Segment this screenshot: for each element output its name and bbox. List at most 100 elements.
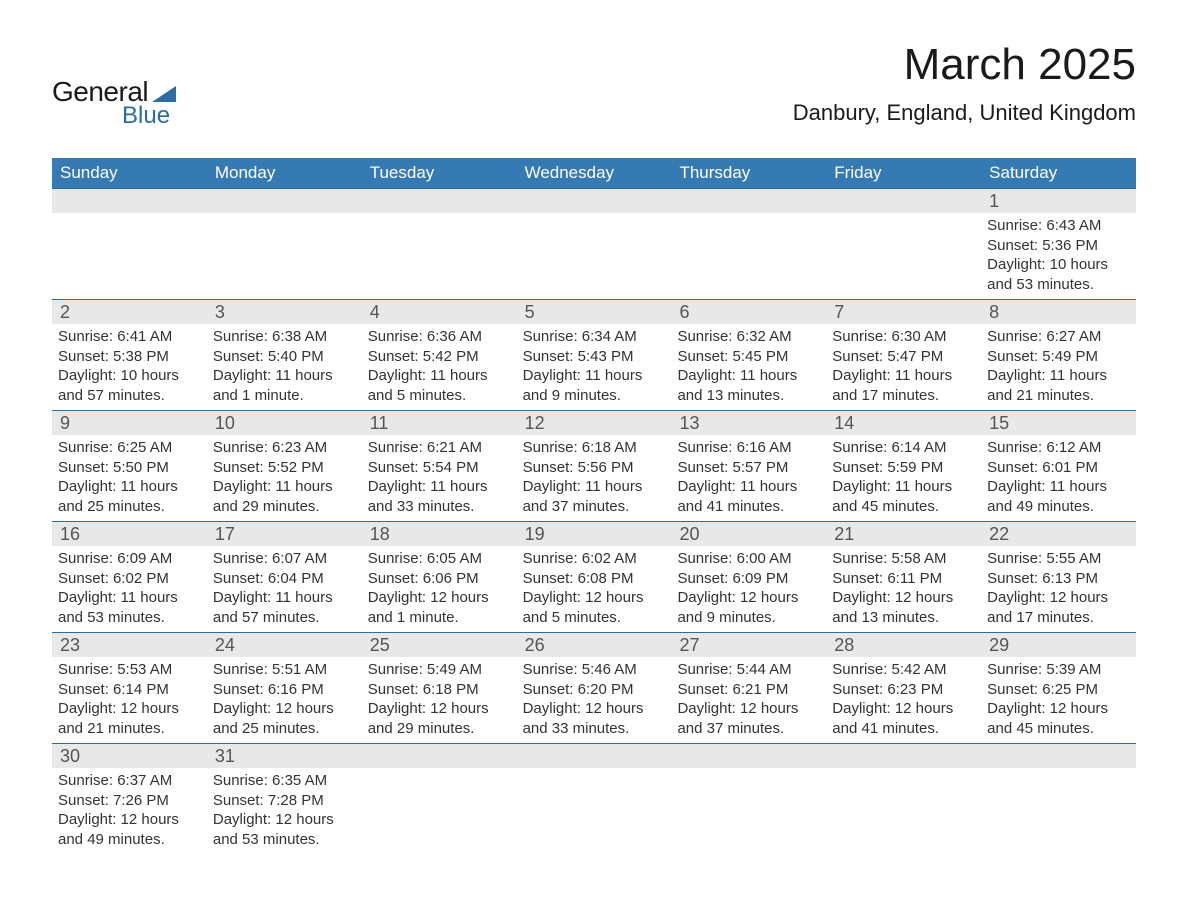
day-number: 10 [207, 411, 362, 435]
day-body [826, 768, 981, 850]
weekday-mon: Monday [207, 158, 362, 188]
day-body [826, 213, 981, 295]
day-cell: 3Sunrise: 6:38 AMSunset: 5:40 PMDaylight… [207, 300, 362, 410]
daylight-text: Daylight: 11 hours and 45 minutes. [832, 477, 975, 516]
day-number: 2 [52, 300, 207, 324]
daylight-text: Daylight: 11 hours and 9 minutes. [523, 366, 666, 405]
sunrise-text: Sunrise: 6:05 AM [368, 549, 511, 569]
day-body [671, 768, 826, 850]
day-cell [826, 744, 981, 854]
sunset-text: Sunset: 6:06 PM [368, 569, 511, 589]
sunrise-text: Sunrise: 6:14 AM [832, 438, 975, 458]
sunrise-text: Sunrise: 5:53 AM [58, 660, 201, 680]
day-cell: 15Sunrise: 6:12 AMSunset: 6:01 PMDayligh… [981, 411, 1136, 521]
day-body: Sunrise: 5:51 AMSunset: 6:16 PMDaylight:… [207, 657, 362, 743]
daylight-text: Daylight: 12 hours and 53 minutes. [213, 810, 356, 849]
day-cell: 8Sunrise: 6:27 AMSunset: 5:49 PMDaylight… [981, 300, 1136, 410]
header: General Blue March 2025 Danbury, England… [52, 40, 1136, 130]
day-number: 22 [981, 522, 1136, 546]
day-body: Sunrise: 6:12 AMSunset: 6:01 PMDaylight:… [981, 435, 1136, 521]
sunset-text: Sunset: 6:04 PM [213, 569, 356, 589]
sunset-text: Sunset: 6:21 PM [677, 680, 820, 700]
sunrise-text: Sunrise: 6:37 AM [58, 771, 201, 791]
day-number [671, 744, 826, 768]
weekday-sat: Saturday [981, 158, 1136, 188]
sunset-text: Sunset: 6:01 PM [987, 458, 1130, 478]
sunset-text: Sunset: 5:47 PM [832, 347, 975, 367]
day-number [207, 189, 362, 213]
day-number: 23 [52, 633, 207, 657]
sunset-text: Sunset: 5:57 PM [677, 458, 820, 478]
daylight-text: Daylight: 12 hours and 17 minutes. [987, 588, 1130, 627]
day-number: 16 [52, 522, 207, 546]
day-cell [207, 189, 362, 299]
sunrise-text: Sunrise: 5:51 AM [213, 660, 356, 680]
day-body: Sunrise: 6:14 AMSunset: 5:59 PMDaylight:… [826, 435, 981, 521]
day-body: Sunrise: 6:34 AMSunset: 5:43 PMDaylight:… [517, 324, 672, 410]
day-number: 8 [981, 300, 1136, 324]
day-number: 5 [517, 300, 672, 324]
day-number: 27 [671, 633, 826, 657]
daylight-text: Daylight: 11 hours and 57 minutes. [213, 588, 356, 627]
day-cell: 27Sunrise: 5:44 AMSunset: 6:21 PMDayligh… [671, 633, 826, 743]
day-number [517, 189, 672, 213]
day-cell: 24Sunrise: 5:51 AMSunset: 6:16 PMDayligh… [207, 633, 362, 743]
day-cell: 29Sunrise: 5:39 AMSunset: 6:25 PMDayligh… [981, 633, 1136, 743]
day-body: Sunrise: 5:53 AMSunset: 6:14 PMDaylight:… [52, 657, 207, 743]
day-cell [671, 189, 826, 299]
sunset-text: Sunset: 5:38 PM [58, 347, 201, 367]
day-cell: 4Sunrise: 6:36 AMSunset: 5:42 PMDaylight… [362, 300, 517, 410]
sunrise-text: Sunrise: 6:09 AM [58, 549, 201, 569]
week-row: 16Sunrise: 6:09 AMSunset: 6:02 PMDayligh… [52, 521, 1136, 632]
day-cell: 23Sunrise: 5:53 AMSunset: 6:14 PMDayligh… [52, 633, 207, 743]
sunrise-text: Sunrise: 6:02 AM [523, 549, 666, 569]
daylight-text: Daylight: 11 hours and 53 minutes. [58, 588, 201, 627]
day-cell: 21Sunrise: 5:58 AMSunset: 6:11 PMDayligh… [826, 522, 981, 632]
day-body [517, 768, 672, 850]
day-body: Sunrise: 6:09 AMSunset: 6:02 PMDaylight:… [52, 546, 207, 632]
daylight-text: Daylight: 12 hours and 21 minutes. [58, 699, 201, 738]
sunrise-text: Sunrise: 6:38 AM [213, 327, 356, 347]
daylight-text: Daylight: 12 hours and 5 minutes. [523, 588, 666, 627]
day-cell [671, 744, 826, 854]
day-number: 9 [52, 411, 207, 435]
sunset-text: Sunset: 7:26 PM [58, 791, 201, 811]
sunset-text: Sunset: 6:23 PM [832, 680, 975, 700]
daylight-text: Daylight: 12 hours and 25 minutes. [213, 699, 356, 738]
sunset-text: Sunset: 5:52 PM [213, 458, 356, 478]
sunrise-text: Sunrise: 5:49 AM [368, 660, 511, 680]
day-body: Sunrise: 6:07 AMSunset: 6:04 PMDaylight:… [207, 546, 362, 632]
day-body: Sunrise: 6:00 AMSunset: 6:09 PMDaylight:… [671, 546, 826, 632]
month-title: March 2025 [793, 40, 1136, 90]
day-cell [981, 744, 1136, 854]
day-number [826, 744, 981, 768]
sunrise-text: Sunrise: 6:34 AM [523, 327, 666, 347]
sunset-text: Sunset: 6:11 PM [832, 569, 975, 589]
location: Danbury, England, United Kingdom [793, 100, 1136, 126]
sunrise-text: Sunrise: 6:12 AM [987, 438, 1130, 458]
day-cell: 10Sunrise: 6:23 AMSunset: 5:52 PMDayligh… [207, 411, 362, 521]
day-body [362, 213, 517, 295]
day-body: Sunrise: 5:39 AMSunset: 6:25 PMDaylight:… [981, 657, 1136, 743]
day-body: Sunrise: 6:21 AMSunset: 5:54 PMDaylight:… [362, 435, 517, 521]
day-cell: 1Sunrise: 6:43 AMSunset: 5:36 PMDaylight… [981, 189, 1136, 299]
day-body: Sunrise: 6:35 AMSunset: 7:28 PMDaylight:… [207, 768, 362, 854]
week-row: 23Sunrise: 5:53 AMSunset: 6:14 PMDayligh… [52, 632, 1136, 743]
day-cell [362, 189, 517, 299]
week-row: 2Sunrise: 6:41 AMSunset: 5:38 PMDaylight… [52, 299, 1136, 410]
sunrise-text: Sunrise: 6:35 AM [213, 771, 356, 791]
day-number [826, 189, 981, 213]
weekday-tue: Tuesday [362, 158, 517, 188]
sunset-text: Sunset: 5:56 PM [523, 458, 666, 478]
day-number: 1 [981, 189, 1136, 213]
day-body: Sunrise: 6:38 AMSunset: 5:40 PMDaylight:… [207, 324, 362, 410]
day-body: Sunrise: 6:27 AMSunset: 5:49 PMDaylight:… [981, 324, 1136, 410]
day-cell: 6Sunrise: 6:32 AMSunset: 5:45 PMDaylight… [671, 300, 826, 410]
day-number: 29 [981, 633, 1136, 657]
daylight-text: Daylight: 11 hours and 37 minutes. [523, 477, 666, 516]
logo-text2: Blue [52, 102, 176, 130]
day-cell: 30Sunrise: 6:37 AMSunset: 7:26 PMDayligh… [52, 744, 207, 854]
day-cell: 18Sunrise: 6:05 AMSunset: 6:06 PMDayligh… [362, 522, 517, 632]
day-cell: 25Sunrise: 5:49 AMSunset: 6:18 PMDayligh… [362, 633, 517, 743]
day-body: Sunrise: 5:42 AMSunset: 6:23 PMDaylight:… [826, 657, 981, 743]
